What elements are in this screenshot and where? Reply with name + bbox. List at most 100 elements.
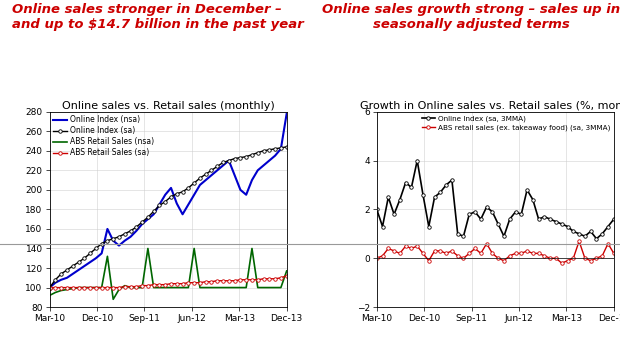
ABS Retail Sales (sa) [81, 285, 88, 290]
ABS Retail Sales (sa) [208, 280, 215, 284]
Online Index (sa) [173, 192, 180, 196]
ABS Retail Sales (sa) [104, 285, 111, 290]
ABS Retail Sales (sa) [202, 280, 210, 284]
Online Index (sa, 3MMA) [593, 237, 600, 241]
Online Index (sa) [237, 156, 244, 160]
ABS Retail Sales (nsa) [260, 285, 267, 290]
ABS Retail Sales (nsa) [58, 288, 65, 292]
Online Index (sa, 3MMA) [408, 185, 415, 190]
Online Index (nsa) [63, 276, 71, 280]
ABS retail sales (ex. takeaway food) (sa, 3MMA) [546, 256, 554, 260]
ABS Retail Sales (nsa) [81, 285, 88, 290]
Online Index (sa, 3MMA) [448, 178, 456, 182]
ABS Retail Sales (sa) [283, 274, 290, 278]
ABS retail sales (ex. takeaway food) (sa, 3MMA) [460, 256, 467, 260]
Online Index (nsa) [225, 158, 232, 163]
ABS Retail Sales (nsa) [185, 285, 192, 290]
ABS Retail Sales (sa) [185, 281, 192, 285]
ABS retail sales (ex. takeaway food) (sa, 3MMA) [489, 251, 496, 255]
ABS Retail Sales (sa) [162, 283, 169, 287]
ABS retail sales (ex. takeaway food) (sa, 3MMA) [414, 244, 421, 248]
Online Index (sa) [150, 209, 157, 214]
Online Index (sa, 3MMA) [518, 212, 525, 216]
ABS Retail Sales (sa) [260, 277, 267, 281]
ABS Retail Sales (nsa) [51, 290, 59, 295]
ABS Retail Sales (nsa) [98, 285, 105, 290]
Online Index (sa) [121, 232, 128, 236]
ABS Retail Sales (nsa) [133, 285, 140, 290]
ABS Retail Sales (nsa) [69, 287, 76, 291]
Line: Online Index (sa): Online Index (sa) [48, 145, 288, 289]
Online Index (sa, 3MMA) [436, 190, 444, 194]
Online Index (sa, 3MMA) [419, 193, 427, 197]
Online Index (nsa) [179, 212, 186, 216]
ABS Retail Sales (sa) [121, 284, 128, 289]
ABS retail sales (ex. takeaway food) (sa, 3MMA) [379, 254, 386, 258]
Online Index (nsa) [219, 163, 227, 168]
ABS Retail Sales (sa) [237, 278, 244, 282]
ABS retail sales (ex. takeaway food) (sa, 3MMA) [396, 251, 404, 255]
ABS retail sales (ex. takeaway food) (sa, 3MMA) [564, 259, 571, 263]
Legend: Online Index (sa, 3MMA), ABS retail sales (ex. takeaway food) (sa, 3MMA): Online Index (sa, 3MMA), ABS retail sale… [420, 114, 612, 133]
Text: Online sales stronger in December –
and up to $14.7 billion in the past year: Online sales stronger in December – and … [12, 3, 304, 31]
ABS Retail Sales (nsa) [213, 285, 221, 290]
Online Index (sa, 3MMA) [402, 180, 409, 185]
ABS Retail Sales (nsa) [127, 285, 135, 290]
Online Index (nsa) [156, 202, 163, 207]
Online Index (sa) [202, 172, 210, 176]
ABS Retail Sales (sa) [231, 279, 238, 283]
Online Index (sa, 3MMA) [396, 198, 404, 202]
ABS retail sales (ex. takeaway food) (sa, 3MMA) [587, 259, 595, 263]
Online Index (sa) [283, 145, 290, 149]
Online Index (sa, 3MMA) [391, 212, 398, 216]
ABS retail sales (ex. takeaway food) (sa, 3MMA) [598, 254, 606, 258]
Online Index (sa) [51, 278, 59, 282]
Online Index (sa, 3MMA) [570, 229, 577, 233]
ABS Retail Sales (sa) [58, 285, 65, 290]
ABS retail sales (ex. takeaway food) (sa, 3MMA) [535, 251, 542, 255]
Line: ABS Retail Sales (nsa): ABS Retail Sales (nsa) [50, 248, 286, 299]
Online Index (sa) [162, 200, 169, 204]
Online Index (sa) [156, 203, 163, 208]
ABS retail sales (ex. takeaway food) (sa, 3MMA) [391, 249, 398, 253]
ABS retail sales (ex. takeaway food) (sa, 3MMA) [373, 256, 381, 260]
Online Index (sa) [69, 264, 76, 268]
ABS Retail Sales (sa) [219, 279, 227, 283]
Online Index (sa) [63, 268, 71, 272]
Online Index (sa, 3MMA) [500, 234, 508, 238]
ABS Retail Sales (sa) [179, 282, 186, 286]
Online Index (sa) [92, 246, 100, 251]
Online Index (sa, 3MMA) [414, 158, 421, 163]
Online Index (sa, 3MMA) [604, 224, 612, 229]
ABS Retail Sales (nsa) [46, 293, 53, 297]
ABS Retail Sales (sa) [75, 285, 82, 290]
ABS retail sales (ex. takeaway food) (sa, 3MMA) [477, 251, 485, 255]
ABS retail sales (ex. takeaway food) (sa, 3MMA) [518, 251, 525, 255]
Online Index (sa, 3MMA) [610, 217, 618, 221]
Online Index (sa, 3MMA) [564, 224, 571, 229]
ABS Retail Sales (nsa) [254, 285, 262, 290]
ABS Retail Sales (sa) [133, 284, 140, 289]
Online Index (sa) [127, 229, 135, 233]
ABS Retail Sales (nsa) [115, 288, 123, 292]
ABS retail sales (ex. takeaway food) (sa, 3MMA) [529, 251, 536, 255]
ABS Retail Sales (nsa) [248, 246, 255, 251]
ABS retail sales (ex. takeaway food) (sa, 3MMA) [512, 251, 519, 255]
ABS Retail Sales (sa) [277, 276, 285, 280]
ABS Retail Sales (sa) [254, 278, 262, 282]
Online Index (nsa) [86, 260, 94, 264]
Online Index (nsa) [46, 285, 53, 290]
Online Index (sa) [265, 148, 273, 152]
Online Index (sa, 3MMA) [443, 183, 450, 187]
Online Index (sa, 3MMA) [466, 212, 473, 216]
ABS Retail Sales (sa) [98, 285, 105, 290]
Online Index (sa) [115, 235, 123, 239]
Online Index (nsa) [260, 163, 267, 168]
Online Index (sa) [248, 153, 255, 157]
Online Index (nsa) [185, 202, 192, 207]
ABS Retail Sales (nsa) [150, 285, 157, 290]
ABS Retail Sales (nsa) [167, 285, 175, 290]
Online Index (nsa) [150, 212, 157, 216]
Online Index (sa, 3MMA) [471, 210, 479, 214]
ABS Retail Sales (sa) [51, 285, 59, 290]
